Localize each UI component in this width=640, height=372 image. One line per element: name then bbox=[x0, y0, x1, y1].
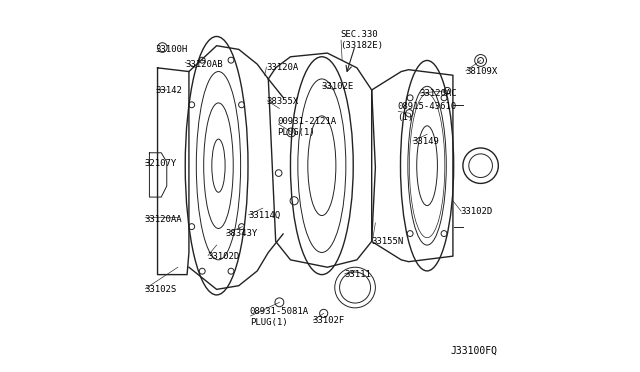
Text: 33102D: 33102D bbox=[207, 251, 239, 261]
Text: J33100FQ: J33100FQ bbox=[450, 346, 497, 356]
Text: 32107Y: 32107Y bbox=[145, 159, 177, 169]
Text: 38343Y: 38343Y bbox=[226, 230, 258, 238]
Text: 33102S: 33102S bbox=[145, 285, 177, 294]
Text: 33102E: 33102E bbox=[322, 82, 354, 91]
Text: 08915-43610
(1): 08915-43610 (1) bbox=[397, 102, 457, 122]
Text: 33114Q: 33114Q bbox=[248, 211, 280, 220]
Text: 33100H: 33100H bbox=[156, 45, 188, 54]
Text: 00931-2121A
PLUG(1): 00931-2121A PLUG(1) bbox=[278, 117, 337, 137]
Text: 33120A: 33120A bbox=[266, 63, 299, 72]
Text: 38109X: 38109X bbox=[466, 67, 498, 76]
Text: 08931-5081A
PLUG(1): 08931-5081A PLUG(1) bbox=[250, 307, 309, 327]
Text: 33111: 33111 bbox=[344, 270, 371, 279]
Text: 33120AA: 33120AA bbox=[145, 215, 182, 224]
Text: 33102D: 33102D bbox=[460, 207, 493, 217]
Text: 33120AB: 33120AB bbox=[185, 60, 223, 69]
Text: 33149: 33149 bbox=[412, 137, 439, 146]
Text: 33102F: 33102F bbox=[312, 316, 345, 325]
Text: 33155N: 33155N bbox=[372, 237, 404, 246]
Text: SEC.330
(33182E): SEC.330 (33182E) bbox=[340, 31, 383, 50]
Text: 33120AC: 33120AC bbox=[420, 89, 458, 98]
Text: 38355X: 38355X bbox=[266, 97, 299, 106]
Text: 33142: 33142 bbox=[156, 86, 182, 94]
